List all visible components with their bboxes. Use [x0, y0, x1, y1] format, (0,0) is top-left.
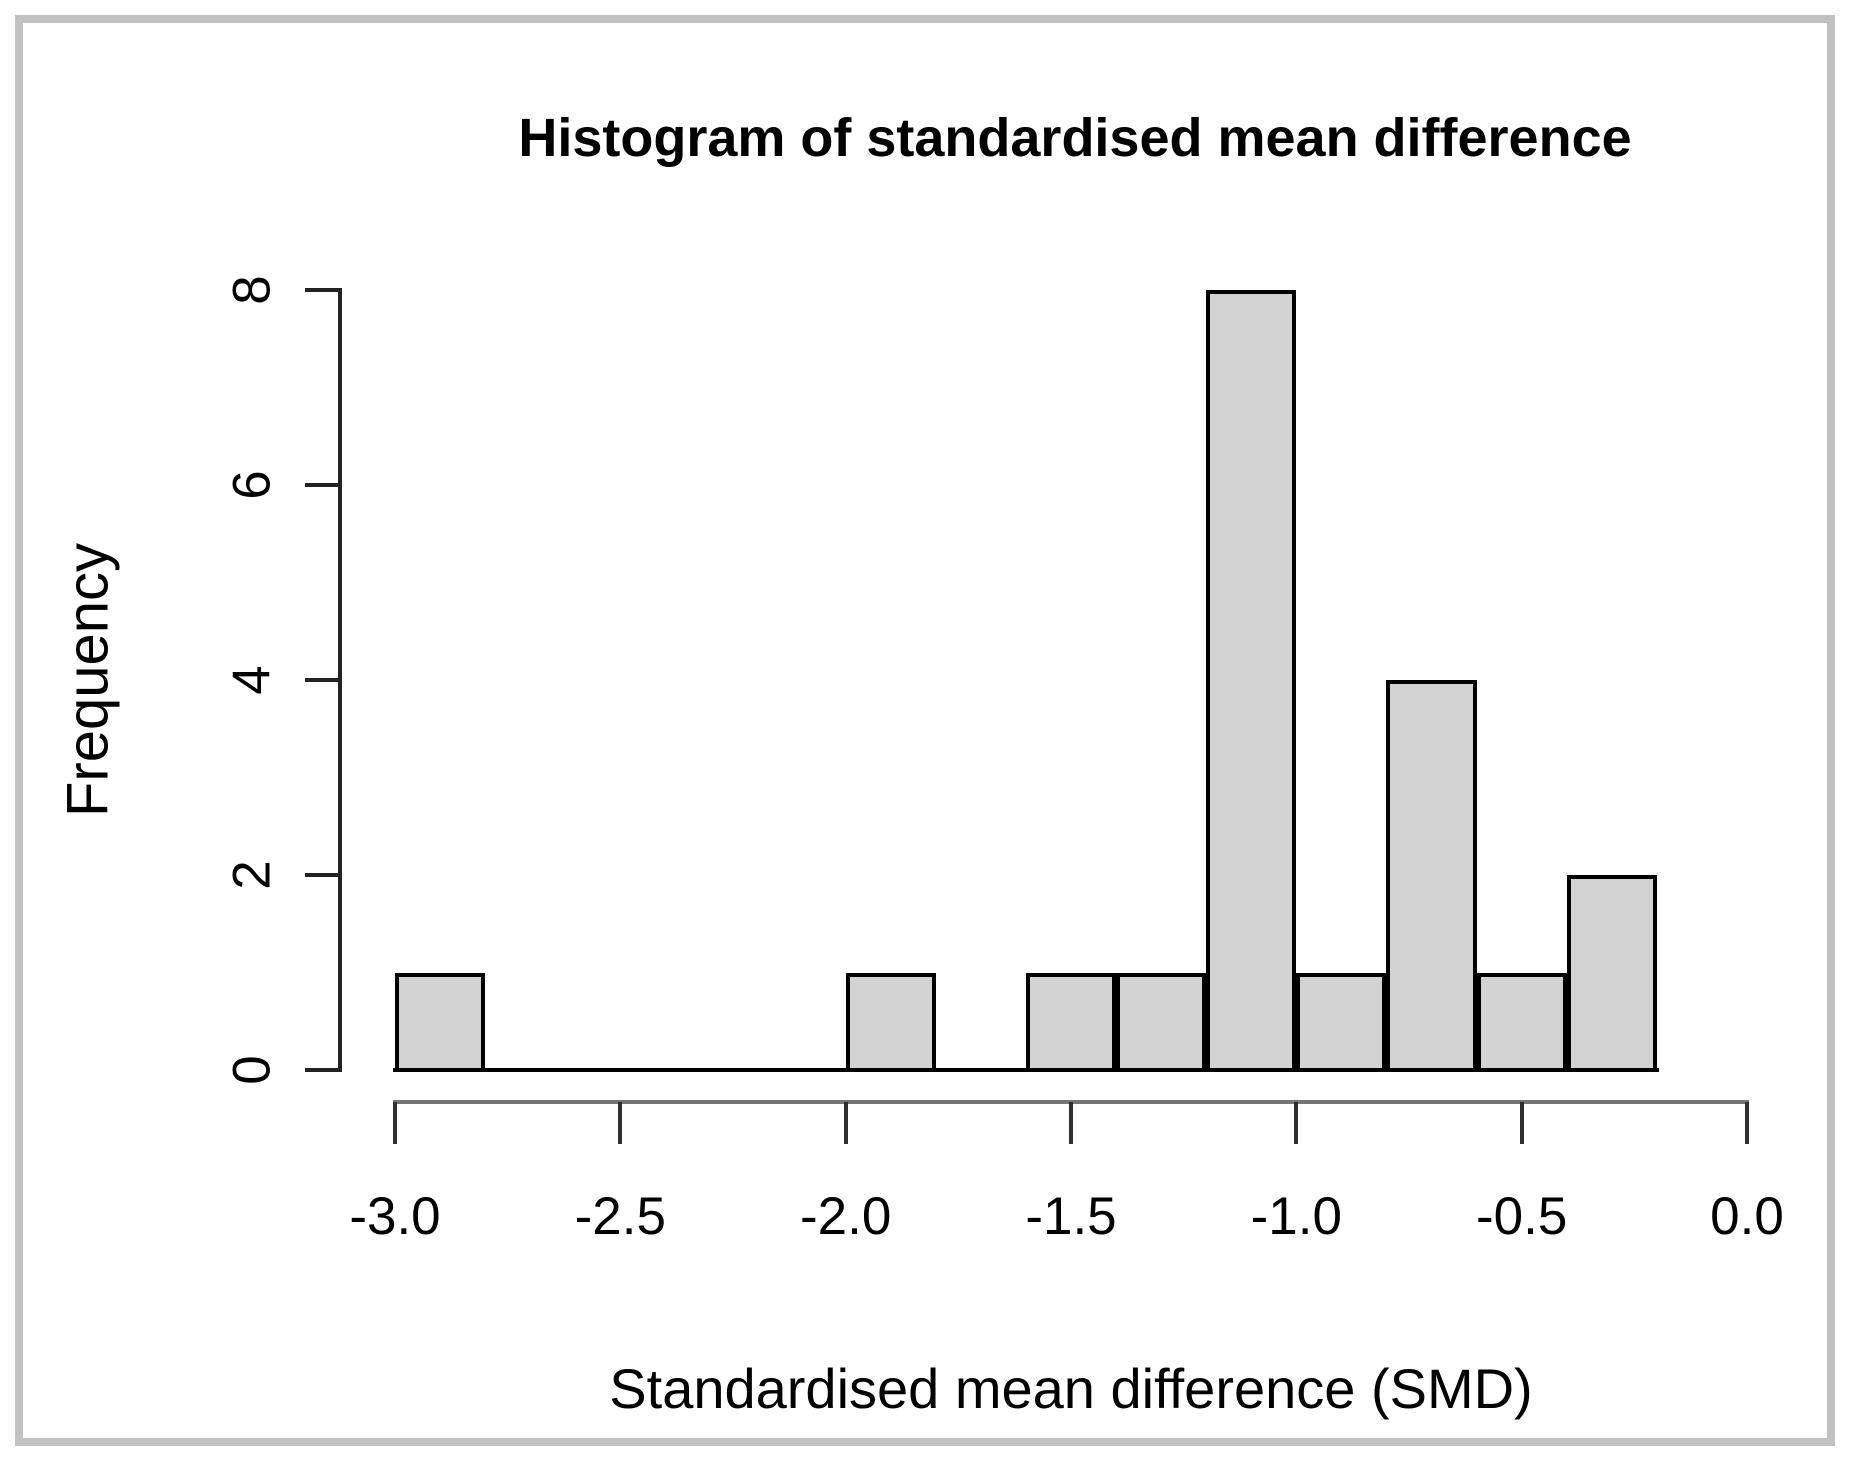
y-axis-tick-label-text: 6	[222, 470, 282, 500]
histogram-bar	[845, 972, 936, 1072]
histogram-bar	[1116, 972, 1207, 1072]
histogram-bar	[1206, 290, 1297, 1072]
histogram-bar	[1566, 875, 1657, 1072]
x-axis-title: Standardised mean difference (SMD)	[609, 1357, 1533, 1420]
x-axis-tick-label: -2.0	[799, 1187, 892, 1246]
x-axis-tick	[393, 1102, 397, 1144]
y-axis-tick	[305, 483, 340, 487]
x-axis-tick	[618, 1102, 623, 1144]
x-axis-tick-label: 0.0	[1710, 1187, 1784, 1246]
x-axis-tick-label: -1.0	[1250, 1187, 1342, 1246]
x-axis-tick	[1745, 1102, 1749, 1144]
x-axis-tick-label: -3.0	[349, 1187, 441, 1246]
y-axis-tick	[305, 678, 340, 682]
y-axis-title-text: Frequency	[55, 542, 121, 818]
y-axis-tick	[305, 873, 340, 877]
y-axis-tick	[305, 288, 340, 292]
y-axis-line	[338, 288, 342, 1072]
histogram-bar	[395, 972, 486, 1072]
y-axis-tick-label-text: 2	[222, 860, 282, 890]
zero-baseline	[393, 1068, 1659, 1072]
histogram-bar	[1386, 680, 1477, 1072]
x-axis-tick-label: -2.5	[574, 1187, 666, 1246]
x-axis-tick	[1519, 1102, 1524, 1144]
x-axis-tick	[1069, 1102, 1073, 1144]
figure-border-frame	[15, 15, 1835, 1446]
chart-title: Histogram of standardised mean differenc…	[518, 108, 1632, 168]
y-axis-tick-label-text: 8	[222, 275, 282, 305]
x-axis-tick-label: -0.5	[1475, 1187, 1568, 1246]
x-axis-tick-label: -1.5	[1025, 1187, 1117, 1246]
histogram-bar	[1025, 972, 1117, 1072]
y-axis-tick-label-text: 4	[222, 665, 282, 695]
y-axis-tick-label-text: 0	[222, 1055, 282, 1085]
y-axis-tick	[305, 1068, 340, 1072]
x-axis-tick	[843, 1102, 848, 1144]
histogram-bar	[1296, 972, 1387, 1072]
histogram-bar	[1476, 972, 1567, 1072]
x-axis-tick	[1294, 1102, 1299, 1144]
